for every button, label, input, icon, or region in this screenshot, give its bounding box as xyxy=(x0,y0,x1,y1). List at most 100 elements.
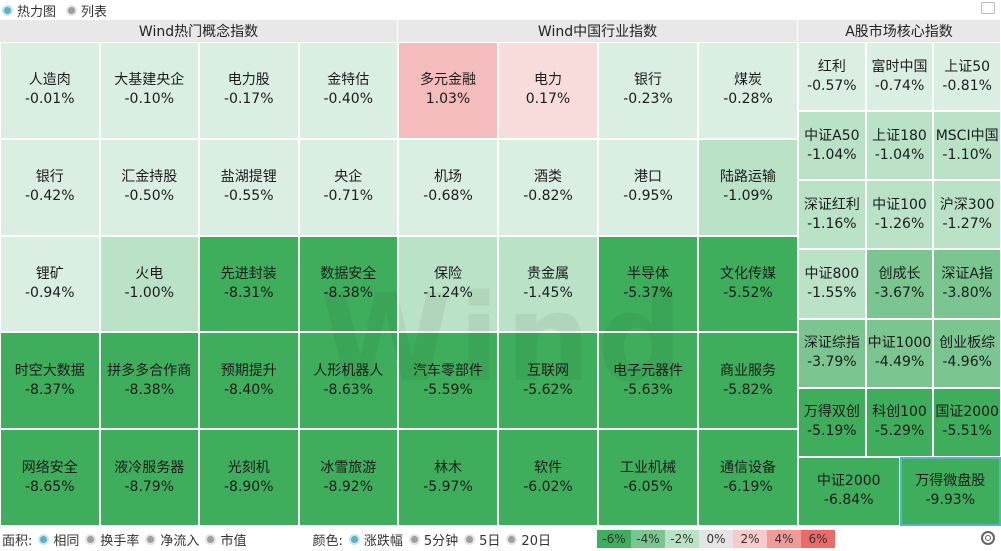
legend-swatch: -4% xyxy=(630,530,665,548)
heatmap-tile[interactable]: 上证180 -1.04% xyxy=(865,111,934,181)
section-industry-index: Wind中国行业指数 多元金融 1.03% 电力 0.17% 银行 -0.23% 煤炭 -0.… xyxy=(398,20,798,526)
heatmap-tile[interactable]: 富时中国 -0.74% xyxy=(865,42,934,112)
heatmap-tile[interactable]: 汇金持股 -0.50% xyxy=(99,138,199,236)
tile-change: -0.94% xyxy=(24,284,75,301)
tile-name: 互联网 xyxy=(527,362,569,379)
heatmap-tile[interactable]: 沪深300 -1.27% xyxy=(933,180,1001,250)
heatmap-tile[interactable]: 电子元器件 -5.63% xyxy=(598,332,698,430)
tile-name: 数据安全 xyxy=(320,265,377,282)
heatmap-tile[interactable]: 光刻机 -8.90% xyxy=(199,429,299,526)
heatmap-tile[interactable]: 汽车零部件 -5.59% xyxy=(398,332,498,430)
radio-unselected-icon xyxy=(506,533,518,545)
heatmap-tile[interactable]: 商业服务 -5.82% xyxy=(698,332,798,430)
heatmap-tile[interactable]: 陆路运输 -1.09% xyxy=(698,138,798,236)
heatmap-tile[interactable]: 银行 -0.23% xyxy=(598,42,698,139)
tile-name: 深证红利 xyxy=(803,196,860,213)
color-option[interactable]: 5日 xyxy=(464,530,500,549)
heatmap-tile[interactable]: 时空大数据 -8.37% xyxy=(0,332,100,430)
heatmap-tile[interactable]: 冰雪旅游 -8.92% xyxy=(298,429,398,526)
tile-change: -0.50% xyxy=(124,188,175,205)
heatmap-tile[interactable]: 万得双创 -5.19% xyxy=(798,387,866,457)
heatmap-tile[interactable]: 保险 -1.24% xyxy=(398,235,498,333)
heatmap-tile[interactable]: 半导体 -5.37% xyxy=(598,235,698,333)
color-option[interactable]: 20日 xyxy=(506,530,551,549)
heatmap-tile[interactable]: 先进封装 -8.31% xyxy=(199,235,299,333)
tile-change: -5.82% xyxy=(723,381,773,398)
heatmap-tile[interactable]: 拼多多合作商 -8.38% xyxy=(99,332,199,430)
tile-change: -1.26% xyxy=(874,215,925,232)
heatmap-tile[interactable]: 中证A50 -1.04% xyxy=(798,111,866,181)
tab-heatmap[interactable]: 热力图 xyxy=(2,1,56,20)
tile-name: 汇金持股 xyxy=(121,169,178,186)
tile-name: 煤炭 xyxy=(734,72,762,89)
heatmap-tile[interactable]: 互联网 -5.62% xyxy=(498,332,598,430)
heatmap-tile[interactable]: 软件 -6.02% xyxy=(498,429,598,526)
heatmap-tile[interactable]: 火电 -1.00% xyxy=(99,235,199,333)
heatmap-tile[interactable]: 创成长 -3.67% xyxy=(865,249,934,319)
heatmap-tile[interactable]: 酒类 -0.82% xyxy=(498,138,598,236)
heatmap-tile[interactable]: 盐湖提锂 -0.55% xyxy=(199,138,299,236)
legend-swatch: 2% xyxy=(732,530,767,548)
heatmap-tile[interactable]: 深证红利 -1.16% xyxy=(798,180,866,250)
tile-change: -3.67% xyxy=(874,284,925,301)
heatmap-tile[interactable]: 创业板综 -4.96% xyxy=(933,318,1001,388)
tile-change: -0.17% xyxy=(223,91,274,108)
heatmap-tile[interactable]: 液冷服务器 -8.79% xyxy=(99,429,199,526)
heatmap-tile[interactable]: 网络安全 -8.65% xyxy=(0,429,100,526)
heatmap-tile[interactable]: 大基建央企 -0.10% xyxy=(99,42,199,139)
heatmap-tile[interactable]: 中证1000 -4.49% xyxy=(865,318,934,388)
heatmap-tile[interactable]: 深证综指 -3.79% xyxy=(798,318,866,388)
heatmap-tile[interactable]: 金特估 -0.40% xyxy=(298,42,398,139)
tile-change: -8.90% xyxy=(223,478,274,495)
legend-swatch: 6% xyxy=(800,530,835,548)
heatmap-tile[interactable]: 锂矿 -0.94% xyxy=(0,235,100,333)
tile-name: 深证A指 xyxy=(941,265,993,282)
heatmap-tile[interactable]: 万得微盘股 -9.93% xyxy=(899,456,1001,526)
area-option[interactable]: 相同 xyxy=(38,530,79,549)
heatmap-tile[interactable]: 港口 -0.95% xyxy=(598,138,698,236)
area-option[interactable]: 换手率 xyxy=(85,530,139,549)
heatmap-tile[interactable]: 机场 -0.68% xyxy=(398,138,498,236)
heatmap-tile[interactable]: 林木 -5.97% xyxy=(398,429,498,526)
heatmap-tile[interactable]: 预期提升 -8.40% xyxy=(199,332,299,430)
area-option[interactable]: 净流入 xyxy=(145,530,199,549)
heatmap-tile[interactable]: 贵金属 -1.45% xyxy=(498,235,598,333)
tile-name: 酒类 xyxy=(534,169,562,186)
heatmap-tile[interactable]: 电力 0.17% xyxy=(498,42,598,139)
heatmap-tile[interactable]: 煤炭 -0.28% xyxy=(698,42,798,139)
tile-name: 银行 xyxy=(35,169,64,186)
tile-name: 万得双创 xyxy=(803,404,860,421)
heatmap-tile[interactable]: 科创100 -5.29% xyxy=(865,387,934,457)
heatmap-tile[interactable]: 通信设备 -6.19% xyxy=(698,429,798,526)
heatmap-tile[interactable]: 中证2000 -6.84% xyxy=(798,456,900,526)
heatmap-tile[interactable]: MSCI中国 -1.10% xyxy=(933,111,1001,181)
color-option[interactable]: 5分钟 xyxy=(408,530,458,549)
tile-name: 半导体 xyxy=(627,265,669,282)
heatmap-tile[interactable]: 中证800 -1.55% xyxy=(798,249,866,319)
heatmap-tile[interactable]: 银行 -0.42% xyxy=(0,138,100,236)
heatmap-tile[interactable]: 深证A指 -3.80% xyxy=(933,249,1001,319)
heatmap-tile[interactable]: 红利 -0.57% xyxy=(798,42,866,112)
color-option[interactable]: 涨跌幅 xyxy=(348,530,403,549)
heatmap-tile[interactable]: 多元金融 1.03% xyxy=(398,42,498,139)
heatmap-tile[interactable]: 数据安全 -8.38% xyxy=(298,235,398,333)
tab-list[interactable]: 列表 xyxy=(66,1,107,20)
heatmap-tile[interactable]: 文化传媒 -5.52% xyxy=(698,235,798,333)
tile-change: -0.40% xyxy=(323,91,374,108)
tab-list-label: 列表 xyxy=(81,4,108,20)
tile-change: -0.28% xyxy=(723,91,773,108)
heatmap-tile[interactable]: 央企 -0.71% xyxy=(298,138,398,236)
heatmap-tile[interactable]: 上证50 -0.81% xyxy=(933,42,1001,112)
tile-name: 金特估 xyxy=(327,72,370,89)
heatmap-tile[interactable]: 人造肉 -0.01% xyxy=(0,42,100,139)
heatmap-tile[interactable]: 中证100 -1.26% xyxy=(865,180,934,250)
tile-change: -4.96% xyxy=(942,354,992,371)
heatmap-tile[interactable]: 工业机械 -6.05% xyxy=(598,429,698,526)
heatmap-tile[interactable]: 人形机器人 -8.63% xyxy=(298,332,398,430)
gear-icon[interactable] xyxy=(981,531,995,545)
heatmap-tile[interactable]: 电力股 -0.17% xyxy=(199,42,299,139)
area-option[interactable]: 市值 xyxy=(205,530,246,549)
heatmap-tile[interactable]: 国证2000 -5.51% xyxy=(933,387,1001,457)
section-title: Wind热门概念指数 xyxy=(0,20,398,42)
tile-name: 保险 xyxy=(434,265,462,282)
